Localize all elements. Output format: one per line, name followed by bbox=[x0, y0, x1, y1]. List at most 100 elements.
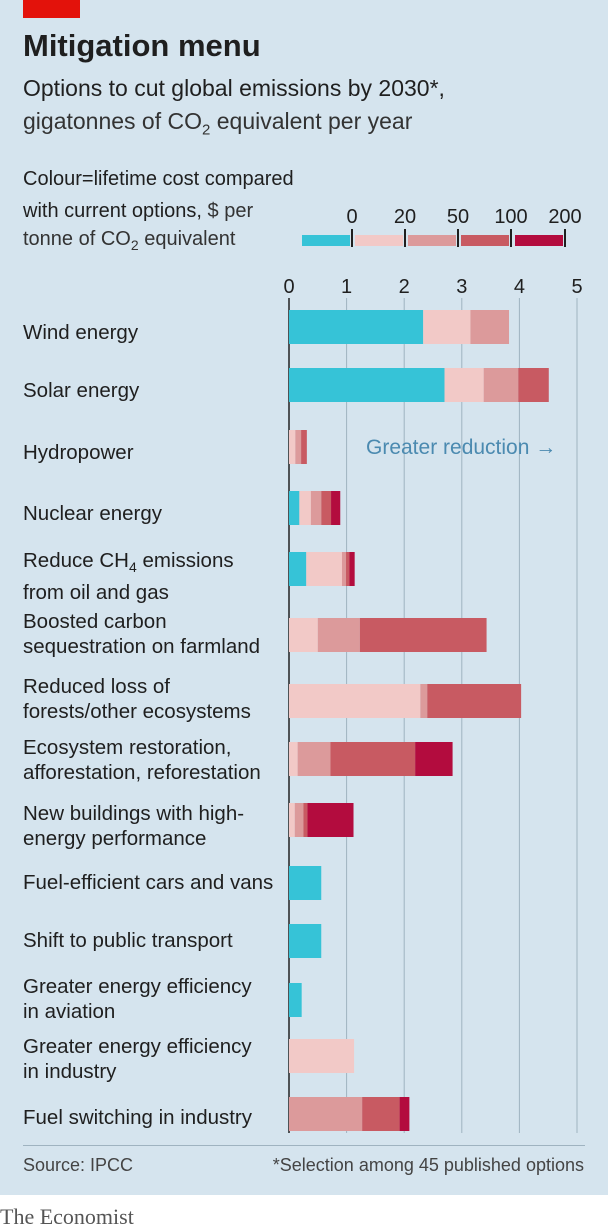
bar-segment bbox=[303, 803, 308, 837]
bar-segment bbox=[289, 368, 445, 402]
bar-segment bbox=[289, 430, 296, 464]
legend-swatch bbox=[461, 235, 509, 246]
category-label-text: Fuel-efficient cars and vans bbox=[23, 871, 274, 894]
bar-segment bbox=[289, 742, 298, 776]
category-label-line1: Boosted carbon bbox=[23, 609, 260, 634]
category-label-text: Reduced loss of bbox=[23, 675, 171, 698]
bar-segment bbox=[415, 742, 453, 776]
bar-segment bbox=[331, 491, 341, 525]
category-label-line2: from oil and gas bbox=[23, 581, 169, 605]
category-label: Boosted carbon sequestration on farmland bbox=[23, 609, 260, 659]
bar-segment bbox=[306, 552, 342, 586]
legend-swatch bbox=[408, 235, 456, 246]
category-label-text: Hydropower bbox=[23, 441, 134, 464]
legend-tick-label: 20 bbox=[393, 206, 417, 228]
category-label: Nuclear energy bbox=[23, 501, 162, 526]
bar-segment bbox=[420, 684, 428, 718]
legend-title-line3: tonne of CO2 equivalent bbox=[23, 227, 235, 257]
legend-tick-label: 100 bbox=[494, 206, 528, 228]
category-label-line2: energy performance bbox=[23, 827, 207, 850]
bar-segment bbox=[362, 1097, 400, 1131]
x-tick-label: 1 bbox=[341, 276, 352, 298]
subtitle-text: gigatonnes of CO bbox=[23, 108, 203, 134]
greater-reduction-annotation: Greater reduction → bbox=[366, 436, 556, 459]
legend-divider bbox=[457, 229, 459, 247]
category-label-text: emissions bbox=[136, 549, 234, 572]
category-label-line1: Solar energy bbox=[23, 378, 139, 403]
legend-title-line2: with current options, $ per bbox=[23, 199, 253, 223]
category-label: Reduced loss of forests/other ecosystems bbox=[23, 674, 251, 724]
category-label-text: Boosted carbon bbox=[23, 610, 167, 633]
legend-swatch bbox=[515, 235, 563, 246]
brand-wordmark: The Economist bbox=[0, 1204, 134, 1229]
legend-title-rest: $ per bbox=[201, 200, 254, 222]
category-label-line1: Ecosystem restoration, bbox=[23, 735, 261, 760]
bar-segment bbox=[341, 552, 347, 586]
brand-red-tag bbox=[23, 0, 80, 18]
legend-divider bbox=[351, 229, 353, 247]
bar-segment bbox=[289, 1039, 355, 1073]
bar-segment bbox=[321, 491, 332, 525]
category-label-text: Shift to public transport bbox=[23, 929, 233, 952]
category-label: New buildings with high-energy performan… bbox=[23, 801, 244, 851]
footnote: *Selection among 45 published options bbox=[272, 1155, 584, 1175]
bar-segment bbox=[349, 552, 355, 586]
category-label: Ecosystem restoration, afforestation, ref… bbox=[23, 735, 261, 785]
legend-title-bold: with current options, bbox=[23, 200, 202, 222]
legend-swatch bbox=[355, 235, 403, 246]
bar-segment bbox=[301, 430, 307, 464]
bar-segment bbox=[289, 803, 295, 837]
bar-segment bbox=[470, 310, 510, 344]
bar-segment bbox=[444, 368, 484, 402]
bar-plot: 0 1 2 3 4 5 Greater reduction → bbox=[283, 276, 583, 1133]
category-label-line2: in industry bbox=[23, 1060, 117, 1083]
chart-subtitle-line1: Options to cut global emissions by 2030*… bbox=[23, 75, 445, 101]
source-note: Source: IPCC bbox=[23, 1155, 134, 1175]
legend-divider bbox=[564, 229, 566, 247]
x-tick-label: 0 bbox=[283, 276, 294, 298]
category-label: Shift to public transport bbox=[23, 928, 233, 953]
subtitle-unit: equivalent per year bbox=[210, 108, 413, 134]
bar-segment bbox=[289, 866, 322, 900]
category-label: Reduce CH4 emissions from oil and gas bbox=[23, 548, 234, 605]
category-label-text: Wind energy bbox=[23, 321, 139, 344]
category-label: Fuel-efficient cars and vans bbox=[23, 870, 273, 895]
bar-segment bbox=[289, 552, 307, 586]
legend-tick-label: 200 bbox=[548, 206, 582, 228]
category-label-line1: Hydropower bbox=[23, 440, 134, 465]
legend-title-line1: Colour=lifetime cost compared bbox=[23, 168, 294, 190]
chart-subtitle-line2: gigatonnes of CO2 equivalent per year bbox=[23, 107, 412, 145]
category-label-line1: Wind energy bbox=[23, 320, 138, 345]
bar-segment bbox=[423, 310, 471, 344]
legend-tick-label: 0 bbox=[346, 206, 358, 228]
category-label-line1: Reduce CH4 emissions bbox=[23, 548, 234, 580]
bar-segment bbox=[299, 491, 311, 525]
category-label-line1: Greater energy efficiency bbox=[23, 1034, 252, 1059]
bar-segment bbox=[289, 491, 300, 525]
x-tick-label: 3 bbox=[456, 276, 467, 298]
category-label: Wind energy bbox=[23, 320, 138, 345]
category-label-line2: sequestration on farmland bbox=[23, 635, 261, 658]
chart-title: Mitigation menu bbox=[23, 28, 261, 63]
x-tick-label: 5 bbox=[571, 276, 582, 298]
category-label-subscript: 4 bbox=[128, 559, 137, 576]
category-label-text: Greater energy efficiency bbox=[23, 1035, 252, 1058]
bar-segment bbox=[483, 368, 519, 402]
bar-segment bbox=[289, 1097, 363, 1131]
bar-segment bbox=[317, 618, 360, 652]
category-label-text: Nuclear energy bbox=[23, 502, 163, 525]
category-label-text: New buildings with high- bbox=[23, 802, 245, 825]
category-label-line2: forests/other ecosystems bbox=[23, 700, 251, 723]
category-label: Solar energy bbox=[23, 378, 139, 403]
legend-unit-subscript: 2 bbox=[130, 237, 139, 253]
bar-segment bbox=[289, 310, 424, 344]
legend-unit-after: equivalent bbox=[138, 228, 236, 250]
subtitle-subscript: 2 bbox=[202, 121, 211, 139]
legend-swatch bbox=[302, 235, 350, 246]
category-label-line1: New buildings with high- bbox=[23, 801, 244, 826]
chart-card: Mitigation menu Options to cut global em… bbox=[0, 0, 608, 1195]
bar-segment bbox=[289, 618, 318, 652]
bar-segment bbox=[359, 618, 487, 652]
category-label: Greater energy efficiency in aviation bbox=[23, 974, 252, 1024]
bar-segment bbox=[399, 1097, 410, 1131]
